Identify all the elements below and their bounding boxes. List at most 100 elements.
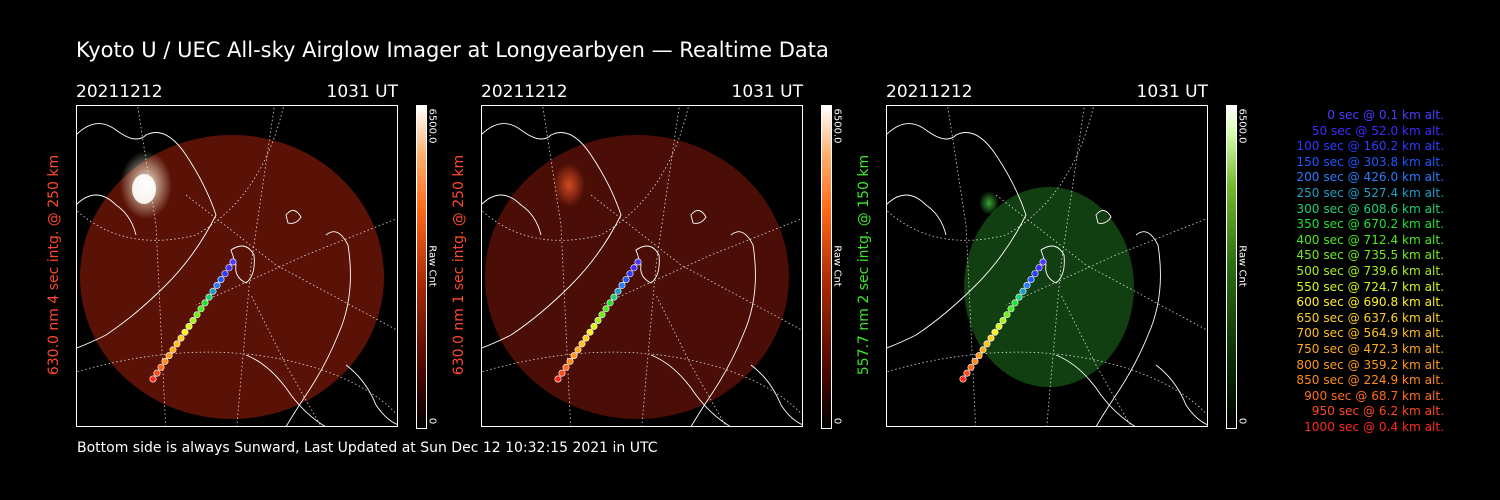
trajectory-point [217,276,225,284]
trajectory-point [225,264,233,272]
longitude-line [1005,217,1208,306]
footer-note: Bottom side is always Sunward, Last Upda… [77,440,658,456]
legend-seconds: 500 sec @ [1296,263,1360,278]
longitude-line [995,194,1208,332]
color-bar [821,105,832,429]
latitude-line [481,351,803,417]
legend-altitude: 735.5 km alt. [1363,248,1444,263]
trajectory-point [1023,281,1031,289]
longitude-line [600,217,803,306]
legend-altitude: 690.8 km alt. [1363,295,1444,310]
trajectory-point [618,281,626,289]
trajectory-point [602,305,610,313]
trajectory-point [161,357,169,365]
legend-row: 100 sec @ 160.2 km alt. [1296,139,1444,155]
trajectory-point [578,340,586,348]
trajectory-point [1011,299,1019,307]
allsky-image [76,105,398,427]
coastline [1155,364,1208,426]
trajectory-point [201,299,209,307]
legend-altitude: 68.7 km alt. [1371,388,1444,403]
color-bar-unit: Raw Cnt [1236,245,1248,287]
legend-seconds: 650 sec @ [1296,310,1360,325]
coastline [1055,354,1137,427]
trajectory-point [634,258,642,266]
color-bar-min: 0 [831,417,843,425]
trajectory-point [193,311,201,319]
coastline [886,194,947,236]
trajectory-point [630,264,638,272]
coastline [1095,231,1161,427]
wavelength-label: 557.7 nm 2 sec intg. @ 150 km [856,154,872,376]
legend-row: 0 sec @ 0.1 km alt. [1296,108,1444,124]
latitude-line [481,105,690,241]
trajectory-point [991,328,999,336]
legend-altitude: 0.1 km alt. [1378,108,1444,122]
latitude-line [76,105,285,241]
legend-altitude: 739.6 km alt. [1363,263,1444,278]
trajectory-point [1035,264,1043,272]
trajectory-point [979,346,987,354]
legend-row: 650 sec @ 637.6 km alt. [1296,311,1444,327]
trajectory-point [209,287,217,295]
legend-altitude: 564.9 km alt. [1363,326,1444,341]
trajectory-point [205,293,213,301]
coastline [285,210,302,224]
trajectory-point [995,322,1003,330]
latitude-line [76,351,398,417]
legend-seconds: 400 sec @ [1296,232,1360,247]
legend-row: 250 sec @ 527.4 km alt. [1296,186,1444,202]
latitude-line [886,351,1208,417]
coastline [230,245,255,284]
trajectory-point [157,363,165,371]
color-bar-max: 6500.0 [1236,108,1248,144]
legend-row: 850 sec @ 224.9 km alt. [1296,373,1444,389]
legend-seconds: 150 sec @ [1296,154,1360,169]
trajectory-point [562,363,570,371]
trajectory-point [554,375,562,383]
trajectory-point [1019,287,1027,295]
trajectory-point [574,346,582,354]
latitude-line [886,105,1095,241]
panel-date: 20211212 [886,82,973,102]
legend-row: 150 sec @ 303.8 km alt. [1296,155,1444,171]
coastline [750,364,803,426]
legend-altitude: 224.9 km alt. [1363,373,1444,388]
trajectory-point [1015,293,1023,301]
trajectory-point [999,317,1007,325]
legend-seconds: 850 sec @ [1296,373,1360,388]
coastline [76,194,137,236]
legend-seconds: 0 sec @ [1327,108,1376,122]
legend-row: 750 sec @ 472.3 km alt. [1296,342,1444,358]
color-bar-max: 6500.0 [426,108,438,144]
color-bar-min: 0 [426,417,438,425]
trajectory-point [582,334,590,342]
trajectory-point [594,317,602,325]
trajectory-point [987,334,995,342]
legend-altitude: 426.0 km alt. [1363,170,1444,185]
legend-seconds: 750 sec @ [1296,341,1360,356]
legend-seconds: 200 sec @ [1296,170,1360,185]
longitude-line [195,217,398,306]
coastline [481,194,542,236]
sky-disc [485,135,789,419]
legend-row: 900 sec @ 68.7 km alt. [1296,389,1444,405]
coastline [635,245,660,284]
trajectory-point [614,287,622,295]
trajectory-point [1007,305,1015,313]
trajectory-point [963,369,971,377]
legend-altitude: 712.4 km alt. [1363,232,1444,247]
longitude-line [641,105,680,427]
legend-row: 400 sec @ 712.4 km alt. [1296,233,1444,249]
legend-seconds: 50 sec @ [1311,123,1368,138]
legend-row: 350 sec @ 670.2 km alt. [1296,217,1444,233]
trajectory-point [213,281,221,289]
legend-seconds: 700 sec @ [1296,326,1360,341]
coastline [245,354,327,427]
image-frame [76,105,398,427]
legend-altitude: 160.2 km alt. [1363,139,1444,154]
trajectory-point [983,340,991,348]
panel-time: 1031 UT [326,82,399,102]
legend-row: 700 sec @ 564.9 km alt. [1296,326,1444,342]
legend-seconds: 300 sec @ [1296,201,1360,216]
